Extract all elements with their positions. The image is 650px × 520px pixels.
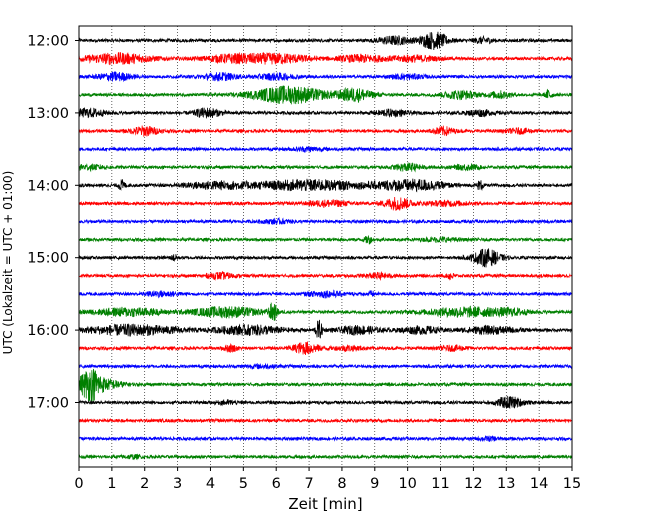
y-tick-label-1700: 17:00 [27, 396, 69, 412]
x-tick-label-13: 13 [497, 476, 515, 492]
y-tick-label-1300: 13:00 [27, 106, 69, 122]
trace-1215 [78, 51, 573, 66]
x-tick-label-8: 8 [337, 476, 346, 492]
trace-1315 [78, 125, 573, 137]
trace-1445 [78, 235, 572, 245]
x-tick-label-0: 0 [74, 476, 83, 492]
x-tick-label-11: 11 [431, 476, 449, 492]
x-tick-label-1: 1 [107, 476, 116, 492]
trace-1730 [78, 435, 573, 443]
trace-1345 [78, 162, 573, 173]
trace-1545 [78, 302, 573, 321]
x-tick-label-12: 12 [464, 476, 482, 492]
x-tick-label-10: 10 [398, 476, 416, 492]
trace-1300 [78, 106, 573, 119]
trace-1615 [78, 341, 573, 356]
trace-1400 [78, 178, 573, 193]
trace-1500 [78, 248, 572, 268]
x-axis-label: Zeit [min] [288, 495, 362, 513]
x-axis-ticks: 0 1 2 3 4 5 6 7 8 9 10 11 12 13 14 15 [74, 467, 581, 492]
trace-1330 [78, 145, 573, 154]
x-tick-label-15: 15 [563, 476, 581, 492]
plot-frame [78, 25, 573, 468]
trace-1245 [78, 85, 573, 105]
y-tick-label-1500: 15:00 [27, 251, 69, 267]
trace-1645 [78, 368, 573, 403]
y-axis-label: UTC (Lokalzeit = UTC + 01:00) [1, 171, 15, 355]
y-tick-label-1400: 14:00 [27, 178, 69, 194]
x-tick-label-6: 6 [272, 476, 281, 492]
x-tick-label-4: 4 [206, 476, 215, 492]
x-tick-label-3: 3 [173, 476, 182, 492]
x-tick-label-14: 14 [530, 476, 548, 492]
trace-1415 [78, 197, 573, 211]
x-tick-label-2: 2 [140, 476, 149, 492]
x-tick-label-5: 5 [239, 476, 248, 492]
seismogram-traces [78, 31, 573, 461]
trace-1715 [78, 417, 572, 424]
trace-1515 [78, 270, 573, 281]
trace-1200 [78, 31, 573, 51]
trace-1630 [78, 362, 573, 370]
trace-1230 [78, 71, 573, 83]
trace-1430 [78, 216, 573, 226]
trace-1600 [78, 319, 572, 339]
x-tick-label-7: 7 [304, 476, 313, 492]
trace-1745 [78, 453, 573, 461]
x-tick-label-9: 9 [370, 476, 379, 492]
y-tick-label-1600: 16:00 [27, 323, 69, 339]
trace-1530 [78, 289, 573, 299]
y-axis-ticks: 12:00 13:00 14:00 15:00 16:00 17:00 [27, 34, 79, 412]
trace-1700 [78, 395, 573, 409]
y-tick-label-1200: 12:00 [27, 34, 69, 50]
